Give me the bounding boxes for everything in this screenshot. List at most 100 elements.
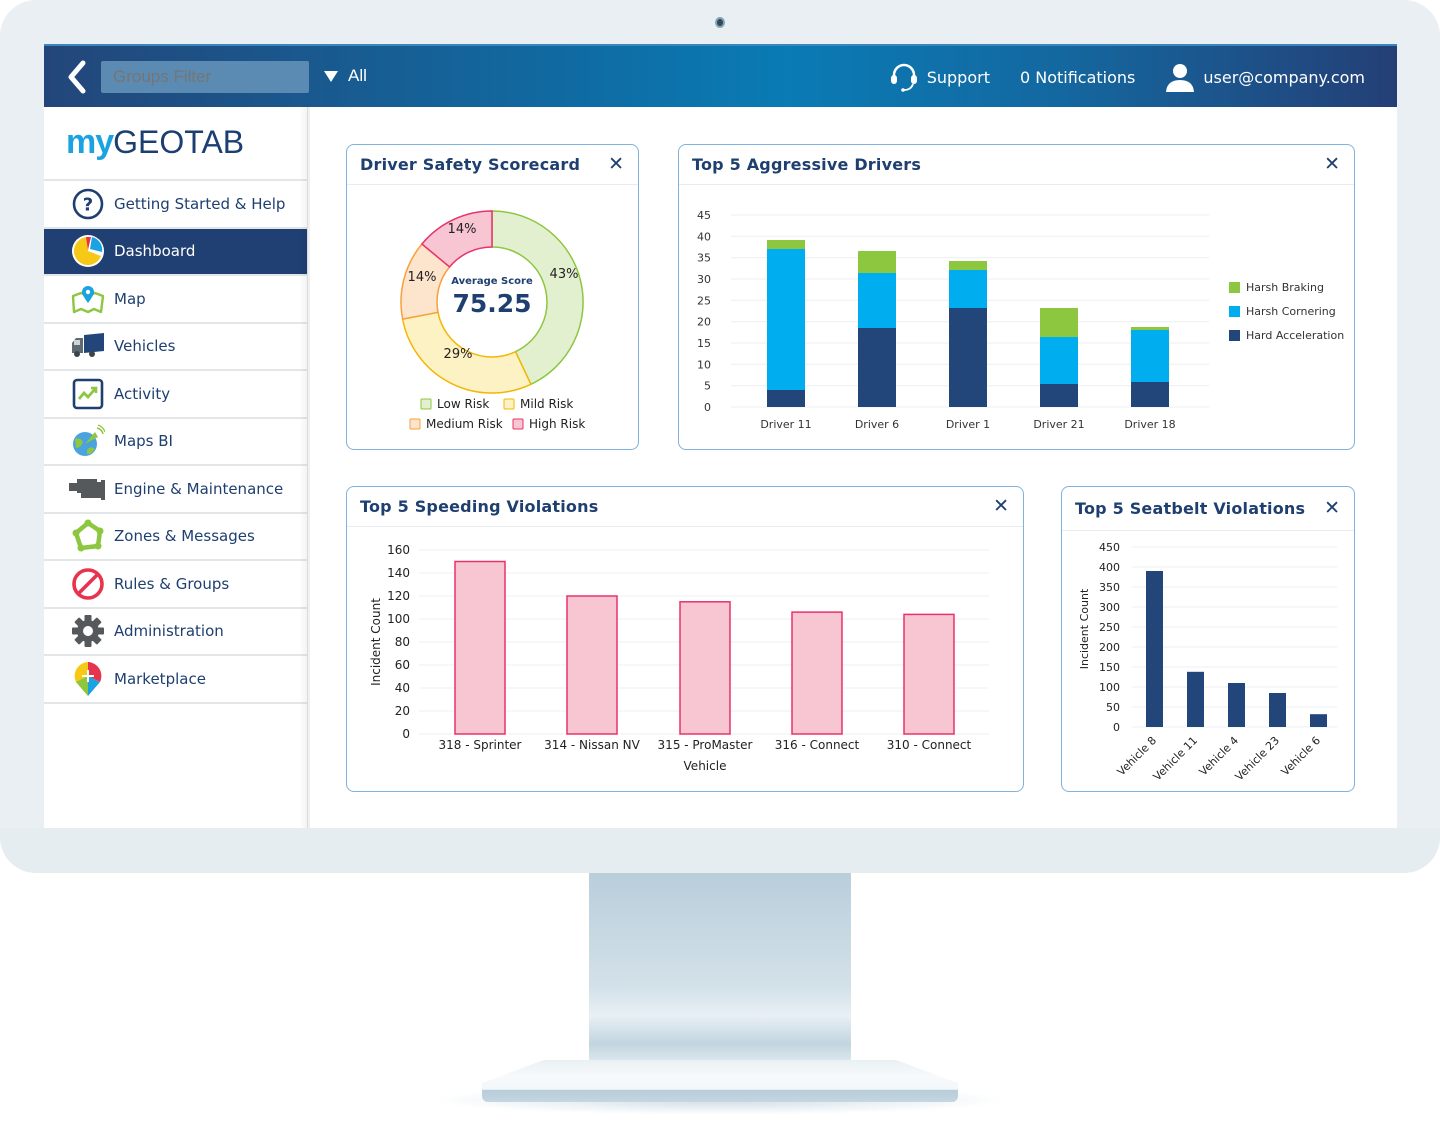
bar-driver-21 — [1040, 308, 1078, 407]
svg-text:50: 50 — [1106, 701, 1120, 714]
monitor-chin — [0, 828, 1440, 873]
sidebar-item-administration[interactable]: Administration — [44, 609, 307, 656]
support-button[interactable]: Support — [889, 60, 990, 94]
svg-text:350: 350 — [1099, 581, 1120, 594]
bar-316-connect — [791, 611, 843, 735]
donut-slice-low-risk — [491, 210, 584, 386]
card-header: Top 5 Aggressive Drivers ✕ — [679, 145, 1354, 185]
sidebar-item-label: Rules & Groups — [114, 574, 230, 593]
sidebar-item-map[interactable]: Map — [44, 276, 307, 324]
bar-driver-18 — [1131, 327, 1169, 407]
speeding-bar-chart: 0 20 40 60 80 100 120 140 160 Incident Count 3… — [369, 543, 989, 773]
mygeotab-logo[interactable]: myGEOTAB — [44, 107, 307, 181]
svg-text:?: ? — [83, 194, 93, 215]
svg-text:20: 20 — [697, 316, 711, 329]
map-icon — [66, 281, 110, 317]
sidebar-item-engine[interactable]: Engine & Maintenance — [44, 466, 307, 514]
svg-text:450: 450 — [1099, 541, 1120, 554]
svg-text:Vehicle 11: Vehicle 11 — [1151, 734, 1200, 783]
support-label: Support — [926, 67, 990, 87]
svg-text:0: 0 — [1113, 721, 1120, 734]
close-icon[interactable]: ✕ — [1324, 497, 1340, 519]
svg-text:Driver 21: Driver 21 — [1033, 418, 1084, 431]
svg-text:Incident Count: Incident Count — [1078, 588, 1091, 669]
webcam-icon — [715, 17, 725, 28]
sidebar-item-label: Zones & Messages — [114, 527, 255, 546]
card-header: Driver Safety Scorecard ✕ — [347, 145, 638, 185]
donut-legend: Low Risk Mild Risk Medium Risk High Risk — [409, 397, 585, 431]
sidebar-shadow — [299, 107, 311, 828]
card-title: Top 5 Aggressive Drivers — [692, 155, 922, 174]
sidebar-item-activity[interactable]: Activity — [44, 371, 307, 419]
close-icon[interactable]: ✕ — [1324, 153, 1340, 175]
bar-315-promaster — [679, 601, 731, 735]
svg-text:Vehicle 6: Vehicle 6 — [1279, 734, 1323, 778]
dropdown-triangle-icon — [324, 70, 338, 82]
user-menu[interactable]: user@company.com — [1165, 60, 1365, 94]
svg-text:Harsh Braking: Harsh Braking — [1246, 281, 1324, 294]
svg-text:100: 100 — [387, 612, 410, 626]
headset-icon — [890, 63, 917, 92]
back-button[interactable] — [62, 58, 92, 96]
dashboard-content: Driver Safety Scorecard ✕ 43% 29% 14% 14… — [310, 107, 1397, 828]
sidebar-item-vehicles[interactable]: Vehicles — [44, 324, 307, 371]
svg-text:Low Risk: Low Risk — [437, 397, 489, 411]
gear-icon — [66, 613, 110, 649]
notifications-button[interactable]: 0 Notifications — [1020, 60, 1135, 94]
sidebar-item-label: Map — [114, 289, 146, 308]
svg-text:200: 200 — [1099, 641, 1120, 654]
bar-vehicle-8 — [1146, 571, 1163, 727]
svg-text:14%: 14% — [448, 222, 477, 237]
svg-text:Driver 6: Driver 6 — [855, 418, 899, 431]
svg-text:100: 100 — [1099, 681, 1120, 694]
svg-text:15: 15 — [697, 337, 711, 350]
sidebar-item-dashboard[interactable]: Dashboard — [44, 228, 307, 276]
user-icon — [1166, 64, 1195, 92]
svg-text:Incident Count: Incident Count — [369, 598, 383, 686]
chevron-left-icon — [68, 60, 86, 94]
user-email: user@company.com — [1203, 67, 1365, 87]
card-title: Driver Safety Scorecard — [360, 155, 581, 174]
seatbelt-violations-card: Top 5 Seatbelt Violations ✕ 0 50 100 150 20… — [1061, 486, 1355, 792]
sidebar-item-zones[interactable]: Zones & Messages — [44, 514, 307, 561]
sidebar-item-getting-started[interactable]: ? Getting Started & Help — [44, 181, 307, 229]
engine-icon — [66, 471, 110, 507]
svg-text:0: 0 — [402, 727, 410, 741]
sidebar-item-label: Administration — [114, 622, 224, 641]
sidebar-item-maps-bi[interactable]: Maps BI — [44, 419, 307, 466]
svg-text:80: 80 — [395, 635, 410, 649]
svg-text:Driver 11: Driver 11 — [760, 418, 811, 431]
close-icon[interactable]: ✕ — [993, 495, 1009, 517]
svg-text:Harsh Cornering: Harsh Cornering — [1246, 305, 1336, 318]
top-right-menu: Support 0 Notifications user@company.com — [859, 60, 1365, 94]
monitor-stand-base — [482, 1060, 958, 1102]
sidebar-item-marketplace[interactable]: Marketplace — [44, 656, 307, 704]
bar-314-nissan-nv — [566, 595, 618, 735]
svg-text:Hard Acceleration: Hard Acceleration — [1246, 329, 1344, 342]
groups-filter-input[interactable] — [101, 61, 309, 93]
activity-chart-icon — [66, 376, 110, 412]
svg-text:Driver 18: Driver 18 — [1124, 418, 1175, 431]
svg-text:400: 400 — [1099, 561, 1120, 574]
donut-slice-high-risk — [420, 210, 493, 268]
svg-text:315 - ProMaster: 315 - ProMaster — [658, 738, 753, 752]
aggressive-drivers-card: Top 5 Aggressive Drivers ✕ 0 5 10 15 20 25 3… — [678, 144, 1355, 450]
svg-text:25: 25 — [697, 294, 711, 307]
truck-icon — [66, 328, 110, 364]
close-icon[interactable]: ✕ — [608, 153, 624, 175]
bar-vehicle-6 — [1310, 714, 1327, 727]
svg-text:10: 10 — [697, 358, 711, 371]
sidebar-item-label: Getting Started & Help — [114, 194, 286, 213]
driver-safety-scorecard-card: Driver Safety Scorecard ✕ 43% 29% 14% 14… — [346, 144, 639, 450]
svg-text:Driver 1: Driver 1 — [946, 418, 990, 431]
sidebar-item-label: Vehicles — [114, 337, 176, 356]
sidebar-item-label: Maps BI — [114, 432, 173, 451]
group-filter-dropdown[interactable]: All — [324, 66, 367, 86]
svg-text:120: 120 — [387, 589, 410, 603]
svg-text:40: 40 — [395, 681, 410, 695]
svg-text:150: 150 — [1099, 661, 1120, 674]
help-icon: ? — [66, 186, 110, 222]
bar-318-sprinter — [454, 560, 506, 735]
svg-text:High Risk: High Risk — [529, 417, 585, 431]
sidebar-item-rules[interactable]: Rules & Groups — [44, 561, 307, 609]
